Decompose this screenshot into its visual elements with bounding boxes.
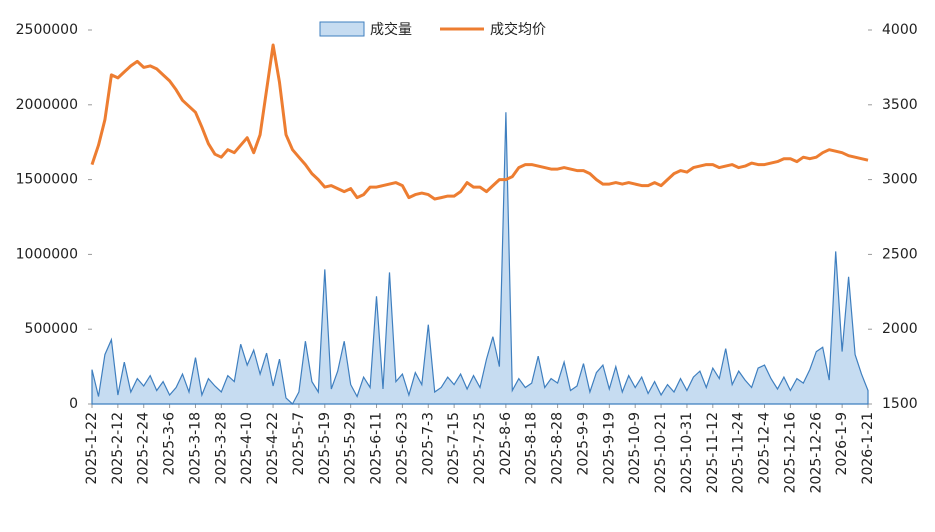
- x-tick-label: 2025-2-24: [136, 412, 152, 485]
- x-tick-label: 2025-11-12: [705, 412, 721, 493]
- y2-tick-label: 3000: [882, 172, 918, 188]
- x-tick-label: 2025-8-18: [524, 412, 540, 484]
- x-tick-label: 2025-5-19: [317, 412, 333, 484]
- x-tick-label: 2025-1-22: [84, 412, 100, 484]
- y-tick-label: 1500000: [16, 172, 78, 188]
- x-tick-label: 2026-1-9: [834, 412, 850, 476]
- x-tick-label: 2025-7-15: [446, 412, 462, 484]
- x-tick-label: 2025-10-21: [653, 412, 669, 493]
- legend-swatch: [319, 21, 365, 37]
- x-tick-label: 2025-5-7: [291, 412, 307, 476]
- y-tick-label: 0: [69, 396, 78, 412]
- y2-tick-label: 1500: [882, 396, 918, 412]
- y2-tick-label: 3500: [882, 97, 918, 113]
- x-tick-label: 2025-8-6: [498, 412, 514, 476]
- x-tick-label: 2025-9-19: [601, 412, 617, 484]
- x-tick-label: 2025-12-4: [757, 412, 773, 485]
- x-tick-label: 2025-10-9: [627, 412, 643, 484]
- x-tick-label: 2025-6-23: [394, 412, 410, 484]
- legend-label: 成交均价: [490, 21, 546, 38]
- x-tick-label: 2026-1-21: [860, 412, 876, 484]
- x-tick-label: 2025-3-18: [187, 412, 203, 484]
- x-tick-label: 2025-8-28: [550, 412, 566, 484]
- x-tick-label: 2025-6-11: [369, 412, 385, 484]
- x-tick-label: 2025-7-3: [420, 412, 436, 476]
- y-tick-label: 1000000: [16, 246, 78, 262]
- x-tick-label: 2025-4-10: [239, 412, 255, 484]
- x-tick-label: 2025-2-12: [110, 412, 126, 484]
- x-tick-label: 2025-12-26: [808, 412, 824, 493]
- y-tick-label: 2000000: [16, 97, 78, 113]
- y-tick-label: 2500000: [16, 22, 78, 38]
- x-tick-label: 2025-4-22: [265, 412, 281, 484]
- y2-tick-label: 2000: [882, 321, 918, 337]
- x-tick-label: 2025-7-25: [472, 412, 488, 484]
- x-tick-label: 2025-11-24: [731, 412, 747, 493]
- x-tick-label: 2025-10-31: [679, 412, 695, 493]
- y2-tick-label: 4000: [882, 22, 918, 38]
- x-tick-label: 2025-3-28: [213, 412, 229, 484]
- volume-area: [91, 112, 869, 405]
- x-tick-label: 2025-9-9: [575, 412, 591, 476]
- x-tick-label: 2025-5-29: [343, 412, 359, 484]
- legend-label: 成交量: [370, 21, 412, 38]
- y2-tick-label: 2500: [882, 246, 918, 262]
- y-tick-label: 500000: [25, 321, 78, 337]
- x-tick-label: 2025-12-16: [782, 412, 798, 493]
- x-tick-label: 2025-3-6: [162, 412, 178, 476]
- price-line: [90, 43, 869, 201]
